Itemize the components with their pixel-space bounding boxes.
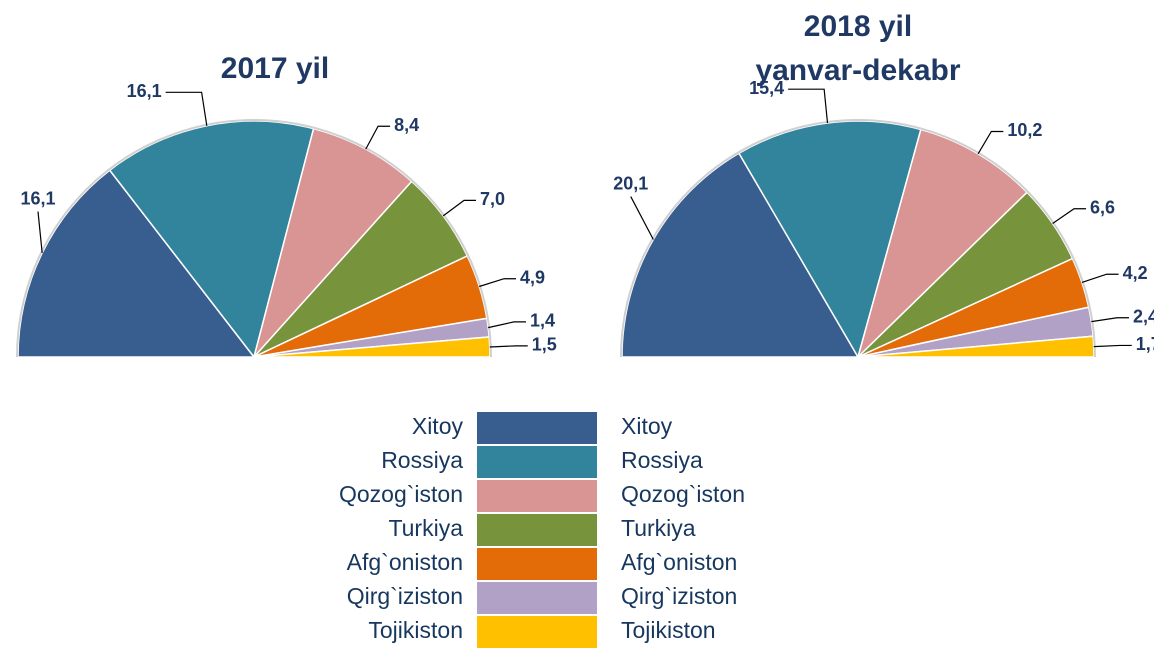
- legend-label: Xitoy: [412, 413, 464, 439]
- data-label: 1,7: [1136, 334, 1154, 354]
- slice: [17, 169, 256, 358]
- data-label: 1,4: [530, 311, 555, 331]
- legend-label: Qirg`iziston: [621, 583, 737, 609]
- leader-line: [1093, 344, 1132, 348]
- legend-label: Qirg`iziston: [347, 583, 463, 609]
- data-label: 7,0: [480, 189, 505, 209]
- chart-title: 2017 yil: [221, 52, 329, 85]
- data-label: 1,5: [532, 335, 557, 355]
- legend-swatch: [477, 480, 597, 512]
- legend-swatch: [477, 446, 597, 478]
- legend-label: Tojikiston: [368, 617, 463, 643]
- data-label: 16,1: [20, 188, 55, 208]
- data-label: 4,2: [1123, 263, 1148, 283]
- slice: [108, 120, 315, 359]
- data-label: 2,4: [1133, 307, 1154, 327]
- leader-line: [165, 91, 208, 126]
- slice: [253, 127, 413, 358]
- leader-line: [1052, 208, 1087, 224]
- leader-line: [977, 130, 1004, 155]
- legend-swatch: [477, 412, 597, 444]
- leader-line: [365, 125, 391, 150]
- chart-title: 2018 yil: [804, 10, 912, 43]
- legend-label: Qozog`iston: [621, 481, 745, 507]
- legend-label: Turkiya: [621, 515, 696, 541]
- legend-swatch: [477, 582, 597, 614]
- leader-line: [788, 88, 829, 124]
- leader-line: [488, 321, 526, 329]
- leader-line: [1081, 273, 1119, 284]
- leader-line: [489, 345, 528, 348]
- chart-title: yanvar-dekabr: [755, 54, 960, 87]
- data-label: 4,9: [520, 267, 545, 287]
- legend-label: Tojikiston: [621, 617, 716, 643]
- legend-label: Rossiya: [381, 447, 463, 473]
- data-label: 10,2: [1007, 120, 1042, 140]
- rim: [620, 119, 1096, 358]
- data-label: 20,1: [613, 173, 648, 193]
- leader-line: [1091, 317, 1130, 323]
- leader-line: [442, 199, 477, 217]
- legend-label: Qozog`iston: [339, 481, 463, 507]
- slice: [737, 120, 922, 359]
- legend-label: Turkiya: [388, 515, 463, 541]
- legend-label: Afg`oniston: [621, 549, 737, 575]
- legend-swatch: [477, 616, 597, 648]
- legend-label: Rossiya: [621, 447, 703, 473]
- legend-swatch: [477, 514, 597, 546]
- data-label: 15,4: [749, 78, 784, 98]
- leader-line: [630, 196, 654, 240]
- data-label: 6,6: [1090, 198, 1115, 218]
- legend-swatch: [477, 548, 597, 580]
- rim: [16, 119, 492, 358]
- data-label: 16,1: [127, 81, 162, 101]
- legend-label: Xitoy: [621, 413, 673, 439]
- legend-label: Afg`oniston: [347, 549, 463, 575]
- leader-line: [479, 278, 517, 288]
- leader-line: [37, 211, 43, 254]
- data-label: 8,4: [394, 115, 419, 135]
